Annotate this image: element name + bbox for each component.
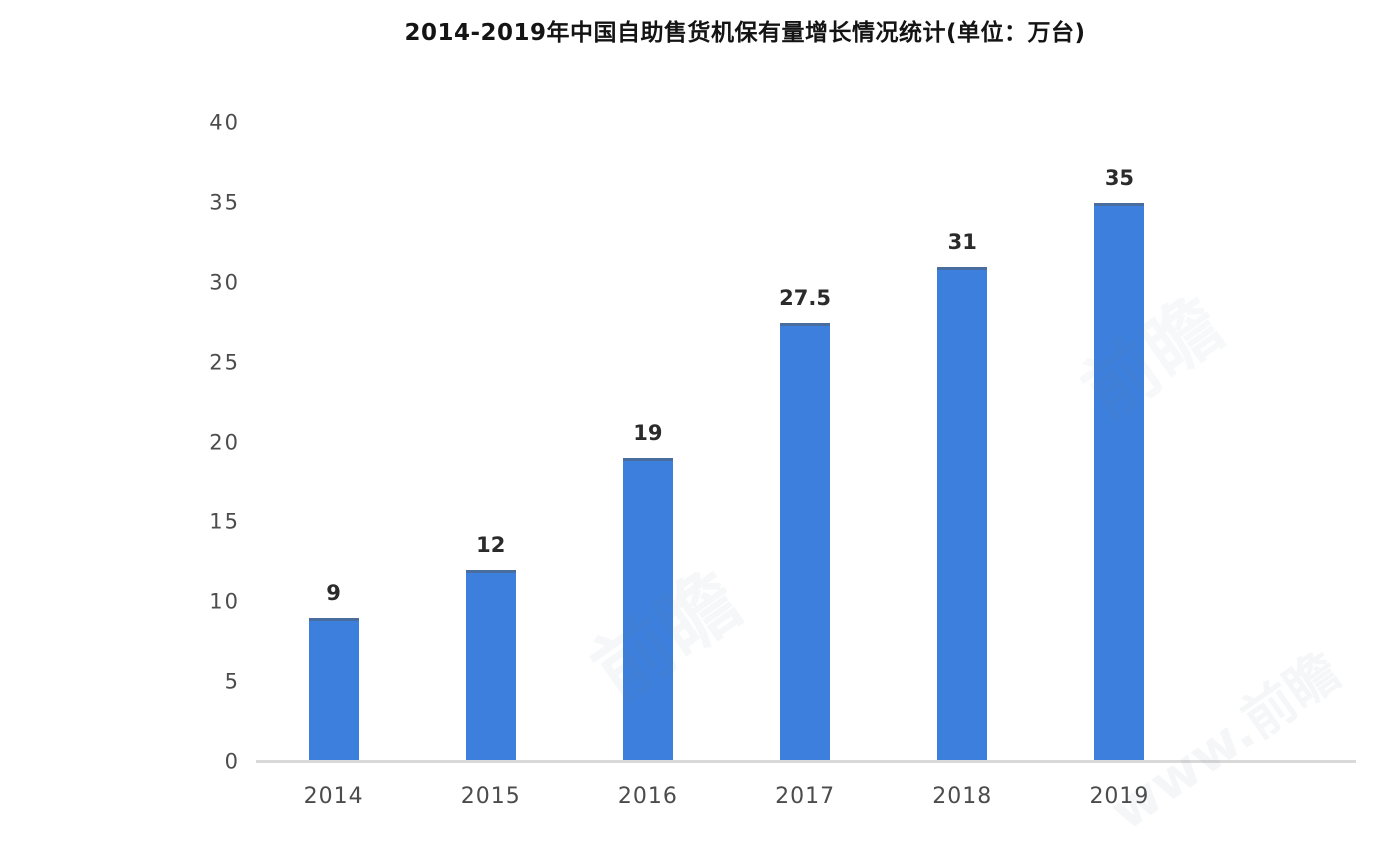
x-tick-label: 2018 — [932, 784, 993, 809]
bar-value-label: 19 — [633, 421, 663, 446]
bar-slot: 31 — [884, 123, 1041, 762]
y-axis: 0 5 10 15 20 25 30 35 40 — [0, 112, 240, 772]
y-tick-label: 5 — [224, 669, 240, 694]
bar-2019 — [1094, 202, 1145, 762]
y-tick-label: 30 — [209, 270, 240, 295]
y-tick-label: 25 — [209, 350, 240, 375]
bar-value-label: 31 — [947, 229, 977, 254]
y-tick-label: 35 — [209, 190, 240, 215]
y-tick-label: 15 — [209, 509, 240, 534]
x-tick-label: 2016 — [617, 784, 678, 809]
bar-slot: 19 — [569, 123, 726, 762]
bar-2016 — [622, 458, 673, 762]
x-tick-label: 2015 — [460, 784, 521, 809]
y-tick-label: 0 — [224, 749, 240, 774]
bar-slot: 35 — [1041, 123, 1198, 762]
bar-2017 — [780, 322, 831, 762]
bar-value-label: 27.5 — [779, 285, 832, 310]
bar-slot: 12 — [412, 123, 569, 762]
bar-2014 — [308, 618, 359, 762]
y-tick-label: 10 — [209, 589, 240, 614]
x-tick-label: 2019 — [1089, 784, 1150, 809]
x-axis: 2014 2015 2016 2017 2018 2019 — [255, 784, 1198, 810]
y-tick-label: 40 — [209, 110, 240, 135]
bar-slot: 9 — [255, 123, 412, 762]
bar-slot: 27.5 — [727, 123, 884, 762]
x-tick-label: 2017 — [775, 784, 836, 809]
x-axis-line — [256, 760, 1356, 763]
plot-area: 9 12 19 27.5 31 35 — [255, 123, 1198, 762]
x-tick-label: 2014 — [303, 784, 364, 809]
bar-2018 — [937, 266, 988, 762]
bar-value-label: 35 — [1104, 165, 1135, 190]
chart-title: 2014-2019年中国自助售货机保有量增长情况统计(单位：万台) — [404, 20, 1086, 46]
bar-value-label: 12 — [476, 533, 506, 558]
y-tick-label: 20 — [209, 430, 240, 454]
bar-value-label: 9 — [326, 581, 341, 606]
bar-2015 — [465, 570, 516, 762]
